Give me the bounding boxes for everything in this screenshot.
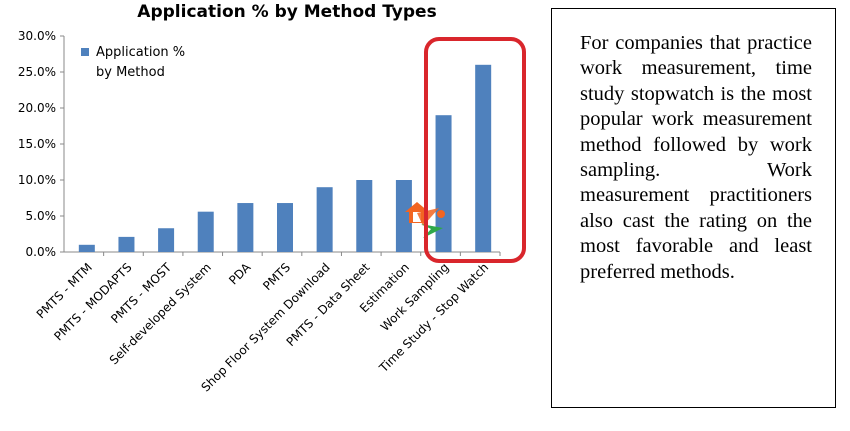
legend-label-line2: by Method bbox=[96, 65, 165, 80]
bar bbox=[475, 64, 492, 252]
bar bbox=[78, 244, 95, 252]
highlight-box bbox=[424, 37, 526, 263]
y-tick-label: 5.0% bbox=[26, 209, 57, 223]
bar bbox=[277, 203, 293, 252]
bar bbox=[316, 187, 333, 252]
y-tick-label: 20.0% bbox=[18, 101, 56, 115]
bar bbox=[158, 228, 175, 252]
legend-label-line1: Application % bbox=[96, 45, 185, 60]
y-tick-label: 15.0% bbox=[18, 137, 56, 151]
x-tick-label: PDA bbox=[226, 260, 254, 288]
bar bbox=[197, 211, 214, 252]
legend-swatch bbox=[81, 48, 89, 56]
bar bbox=[356, 180, 373, 252]
y-tick-label: 30.0% bbox=[18, 29, 56, 43]
chart-title: Application % by Method Types bbox=[137, 2, 436, 22]
bar bbox=[237, 203, 254, 252]
y-tick-label: 10.0% bbox=[18, 173, 56, 187]
bar bbox=[118, 236, 135, 252]
x-tick-label: PMTS bbox=[260, 260, 293, 293]
bar bbox=[435, 115, 452, 252]
note-box: For companies that practice work mea­sur… bbox=[551, 8, 836, 408]
bar-chart: Application % by Method Types 0.0% 5.0% 10… bbox=[18, 2, 526, 394]
note-text: For companies that practice work mea­sur… bbox=[580, 32, 812, 283]
y-tick-label: 0.0% bbox=[26, 245, 57, 259]
x-tick-label: Work Sampling bbox=[378, 260, 452, 334]
y-tick-label: 25.0% bbox=[18, 65, 56, 79]
legend: Application % by Method bbox=[81, 45, 185, 80]
bar bbox=[395, 180, 412, 252]
